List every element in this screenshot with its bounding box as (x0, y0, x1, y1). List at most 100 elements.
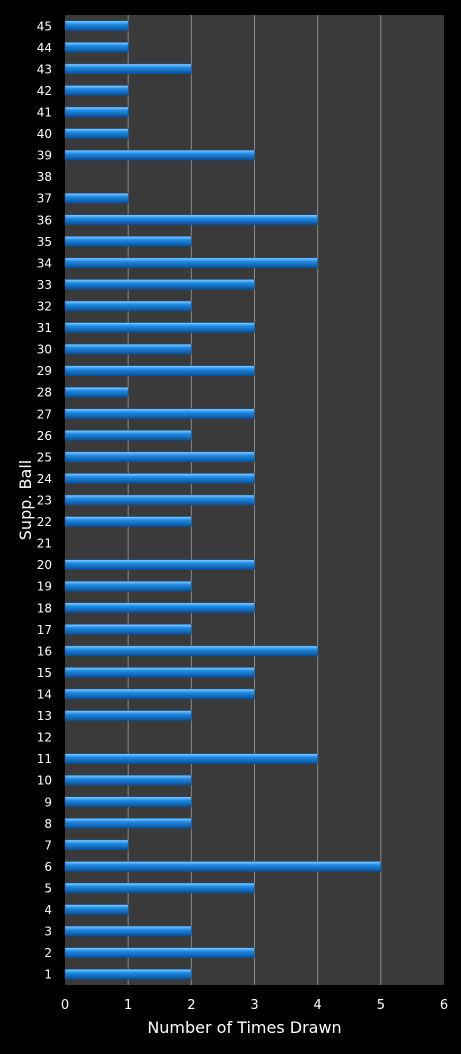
y-tick-label: 27 (37, 407, 52, 421)
y-tick-label: 30 (37, 343, 52, 357)
y-tick-label: 5 (44, 882, 52, 896)
y-tick-label: 24 (37, 472, 52, 486)
bar-34 (64, 257, 318, 269)
bar-40 (64, 128, 129, 139)
bar-45 (64, 20, 129, 32)
y-tick-label: 34 (37, 256, 52, 270)
y-tick-label: 19 (37, 580, 52, 594)
y-tick-label: 16 (37, 644, 52, 658)
bar-25 (64, 451, 255, 463)
bar-35 (64, 236, 192, 247)
y-tick-label: 15 (37, 666, 52, 680)
y-tick-label: 14 (37, 688, 52, 702)
y-tick-label: 3 (44, 925, 52, 939)
y-tick-label: 40 (37, 127, 52, 141)
y-tick-label: 17 (37, 623, 52, 637)
bar-3 (64, 925, 192, 937)
bar-39 (64, 149, 255, 161)
bar-4 (64, 904, 129, 915)
bar-41 (64, 106, 129, 118)
y-tick-label: 21 (37, 537, 52, 551)
bar-31 (64, 322, 255, 333)
bar-36 (64, 214, 318, 226)
bar-17 (64, 624, 192, 635)
bar-5 (64, 882, 255, 894)
x-tick-label: 1 (124, 998, 132, 1013)
bar-27 (64, 408, 255, 420)
y-tick-label: 23 (37, 494, 52, 508)
y-tick-label: 38 (37, 170, 52, 184)
bar-20 (64, 559, 255, 570)
bar-9 (64, 796, 192, 808)
y-tick-label: 20 (37, 558, 52, 572)
bar-42 (64, 85, 129, 96)
bar-7 (64, 839, 129, 851)
x-tick-label: 4 (314, 998, 322, 1013)
y-tick-label: 6 (44, 860, 52, 874)
x-tick-label: 3 (250, 998, 258, 1013)
y-tick-label: 1 (44, 968, 52, 982)
y-tick-label: 42 (37, 84, 52, 98)
bar-15 (64, 667, 255, 678)
bar-10 (64, 774, 192, 786)
y-axis-ticks: 1234567891011121314151617181920212223242… (37, 19, 52, 981)
y-tick-label: 33 (37, 278, 52, 292)
bar-30 (64, 343, 192, 355)
bar-24 (64, 473, 255, 484)
y-axis-label: Supp. Ball (16, 460, 35, 540)
y-tick-label: 39 (37, 149, 52, 163)
x-tick-label: 2 (187, 998, 195, 1013)
y-tick-label: 32 (37, 300, 52, 314)
bar-14 (64, 688, 255, 700)
y-tick-label: 43 (37, 62, 52, 76)
bar-26 (64, 430, 192, 441)
bar-6 (64, 861, 382, 872)
y-tick-label: 44 (37, 41, 52, 55)
y-tick-label: 13 (37, 709, 52, 723)
y-tick-label: 31 (37, 321, 52, 335)
y-tick-label: 45 (37, 19, 52, 33)
bar-33 (64, 279, 255, 290)
x-axis-ticks: 0 1 2 3 4 5 6 (61, 998, 448, 1013)
bar-44 (64, 42, 129, 53)
y-tick-label: 11 (37, 752, 52, 766)
x-tick-label: 6 (440, 998, 448, 1013)
y-tick-label: 41 (37, 106, 52, 120)
y-tick-label: 9 (44, 795, 52, 809)
y-tick-label: 35 (37, 235, 52, 249)
y-tick-label: 12 (37, 731, 52, 745)
bars (64, 20, 382, 980)
y-tick-label: 8 (44, 817, 52, 831)
x-axis-label: Number of Times Drawn (147, 1018, 341, 1037)
x-tick-label: 5 (377, 998, 385, 1013)
y-tick-label: 29 (37, 364, 52, 378)
bar-11 (64, 753, 318, 764)
bar-32 (64, 300, 192, 312)
bar-13 (64, 710, 192, 721)
y-tick-label: 36 (37, 213, 52, 227)
y-tick-label: 26 (37, 429, 52, 443)
y-tick-label: 2 (44, 946, 52, 960)
y-tick-label: 37 (37, 192, 52, 206)
y-tick-label: 7 (44, 838, 52, 852)
bar-22 (64, 516, 192, 527)
y-tick-label: 10 (37, 774, 52, 788)
bar-28 (64, 386, 129, 398)
y-tick-label: 25 (37, 450, 52, 464)
bar-8 (64, 818, 192, 829)
bar-37 (64, 192, 129, 204)
bar-16 (64, 645, 318, 657)
x-tick-label: 0 (61, 998, 69, 1013)
bar-1 (64, 968, 192, 980)
bar-2 (64, 947, 255, 958)
y-tick-label: 4 (44, 903, 52, 917)
bar-19 (64, 580, 192, 592)
y-tick-label: 18 (37, 601, 52, 615)
bar-23 (64, 494, 255, 506)
y-tick-label: 28 (37, 386, 52, 400)
y-tick-label: 22 (37, 515, 52, 529)
bar-18 (64, 602, 255, 614)
bar-43 (64, 63, 192, 75)
